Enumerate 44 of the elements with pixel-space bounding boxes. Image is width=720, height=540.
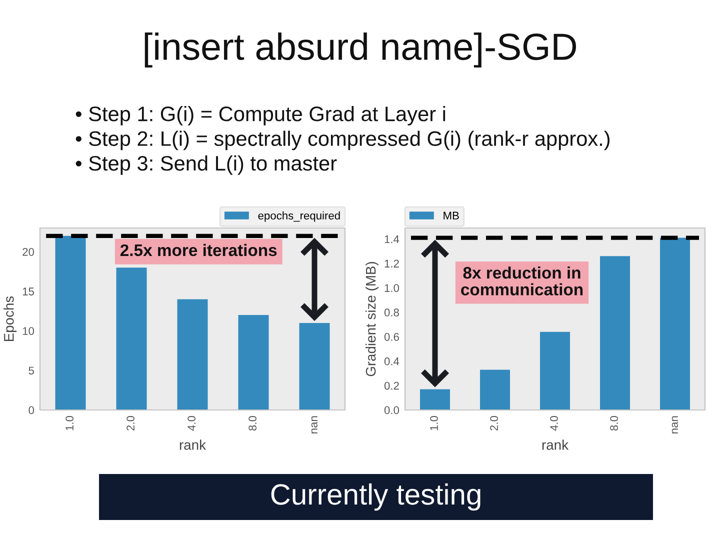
y-tick-label: 5: [28, 366, 34, 375]
annotation: 2.5x more iterations: [120, 244, 277, 256]
bar: [540, 332, 570, 410]
x-tick-label: 4.0: [550, 416, 558, 431]
y-tick-label: 1.0: [384, 284, 400, 292]
x-tick-label: 2.0: [490, 416, 498, 430]
y-tick-label: 1.2: [384, 260, 399, 268]
bar: [600, 256, 630, 410]
y-tick-label: 0.0: [384, 406, 400, 414]
x-tick-label: 8.0: [248, 416, 256, 431]
x-tick-label: nan: [311, 416, 318, 434]
y-tick-label: 0: [28, 406, 34, 414]
y-axis-title: Epochs: [4, 296, 17, 342]
y-tick-label: 1.4: [384, 235, 400, 244]
x-tick-label: 1.0: [66, 416, 74, 430]
chart-subtitle: • Step 1: G(i) = Compute Grad at Layer i • Step 2: L(i) = spectrally compressed G(i) (rank-r approx.) • Step 3: Send L(i) to master: [76, 106, 610, 175]
bar: [299, 322, 330, 410]
y-tick-label: 10: [22, 327, 34, 336]
legend-label: MB: [444, 212, 459, 220]
bar: [238, 315, 269, 410]
bar: [480, 370, 510, 410]
y-tick-label: 20: [22, 248, 34, 256]
text: Currently testing: [271, 483, 480, 511]
bar: [420, 389, 450, 410]
bar: [116, 268, 147, 410]
y-tick-label: 0.8: [384, 308, 399, 316]
x-tick-label: 8.0: [610, 416, 618, 431]
y-tick-label: 0.4: [384, 357, 400, 366]
bar: [177, 299, 208, 410]
x-tick-label: nan: [672, 416, 678, 434]
chart-title: [insert absurd name]-SGD: [144, 32, 576, 68]
x-axis-title: rank: [542, 440, 569, 450]
annotation: 8x reduction in communication: [461, 266, 583, 296]
y-tick-label: 0.2: [384, 382, 399, 390]
bar: [660, 238, 690, 410]
y-tick-label: 15: [22, 288, 34, 296]
y-tick-label: 0.6: [384, 332, 399, 341]
bar: [55, 236, 86, 410]
x-tick-label: 1.0: [430, 416, 438, 430]
x-axis-title: rank: [180, 440, 206, 450]
legend-label: epochs_required: [258, 211, 340, 222]
x-tick-label: 2.0: [126, 416, 134, 430]
y-axis-title: Gradient size (MB): [365, 262, 378, 376]
x-tick-label: 4.0: [188, 416, 196, 431]
